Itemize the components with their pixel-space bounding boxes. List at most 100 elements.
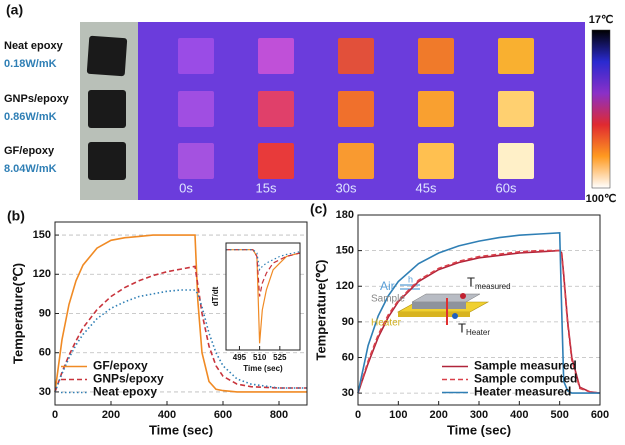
schematic-label: Heater [371,318,402,329]
x-tick-label: 400 [158,409,176,421]
x-tick-label: 0 [52,409,58,421]
series-line [226,249,301,344]
series-line [54,289,307,393]
sample-name: Neat epoxy [4,40,64,52]
colorbar [591,29,611,189]
time-label: 0s [179,180,193,195]
sample-conductivity: 0.86W/mK [4,111,57,123]
thermal-square [498,38,534,74]
x-tick-label: 100 [389,409,407,421]
y-tick-label: 90 [39,307,51,319]
x-tick-label: 0 [355,409,361,421]
thermal-square [258,91,294,127]
x-axis-title: Time (sec) [447,422,511,437]
thermal-square [338,38,374,74]
sample-name: GNPs/epoxy [4,93,70,105]
thermal-square [178,91,214,127]
y-axis-title: dT/dt [211,286,220,306]
x-tick-label: 500 [550,409,568,421]
plot-frame [54,221,308,406]
y-tick-label: 60 [342,351,354,363]
schematic [396,284,490,325]
sensor [460,293,466,299]
schematic-label: measured [475,282,511,291]
plot-frame [225,242,301,351]
time-label: 30s [336,180,357,195]
plot-frame [357,214,601,406]
series-line [226,249,301,297]
inset-background [226,243,300,350]
schematic-label: Air [380,279,395,293]
schematic-label: T [467,274,475,289]
schematic-label: h [408,274,413,284]
time-label: 15s [256,180,277,195]
panel-label: (a) [6,2,23,18]
schematic-label: T [458,320,466,335]
sample-conductivity: 0.18W/mK [4,58,57,70]
y-tick-label: 120 [336,280,354,292]
x-axis-title: Time (sec) [243,364,283,373]
thermal-square [258,38,294,74]
y-tick-label: 150 [336,245,354,257]
x-tick-label: 800 [270,409,288,421]
sample-black [88,142,126,180]
thermal-square [338,91,374,127]
x-tick-label: 200 [429,409,447,421]
sample-conductivity: 8.04W/mK [4,163,57,175]
thermal-square [498,143,534,179]
x-tick-label: 600 [214,409,232,421]
thermal-square [498,91,534,127]
thermal-square [178,143,214,179]
x-tick-label: 525 [273,353,287,362]
sensor [452,313,458,319]
thermal-squares [178,38,534,179]
series-line [54,265,307,393]
series-line [54,234,307,393]
y-axis-title: Temperature(℃) [10,263,25,364]
x-tick-label: 300 [470,409,488,421]
thermal-square [178,38,214,74]
legend-label: Neat epoxy [93,385,157,399]
thermal-square [418,91,454,127]
sample-name: GF/epoxy [4,145,55,157]
y-tick-label: 60 [39,347,51,359]
heater-plate [398,312,470,317]
time-label: 60s [496,180,517,195]
legend-label: Sample computed [474,372,577,386]
series-line [357,249,601,394]
panel-label: (b) [7,208,25,224]
y-tick-label: 30 [39,386,51,398]
colorbar-bottom: 100℃ [586,193,617,205]
legend-label: Sample measured [474,359,577,373]
thermal-square [258,143,294,179]
schematic-label: Sample [371,294,405,305]
y-tick-label: 120 [33,268,51,280]
x-tick-label: 400 [510,409,528,421]
thermal-square [418,143,454,179]
series-line [357,231,600,394]
y-axis-title: Temperature(℃) [313,259,328,360]
x-axis-title: Time (sec) [149,422,213,437]
x-tick-label: 600 [591,409,609,421]
thermal-square [418,38,454,74]
y-tick-label: 30 [342,387,354,399]
time-label: 45s [416,180,437,195]
y-tick-label: 180 [336,209,354,221]
y-tick-label: 90 [342,316,354,328]
series-line [226,249,301,272]
sample-block [412,302,466,309]
panel-label: (c) [310,201,327,217]
legend-label: GNPs/epoxy [93,372,164,386]
x-tick-label: 510 [253,353,267,362]
sample-black [88,90,126,128]
thermal-square [338,143,374,179]
x-tick-label: 495 [233,353,247,362]
colorbar-top: 17℃ [589,14,614,26]
sample-black [86,35,128,77]
legend-label: Heater measured [474,385,571,399]
y-tick-label: 150 [33,229,51,241]
legend-label: GF/epoxy [93,359,148,373]
schematic-label: Heater [466,328,490,337]
x-tick-label: 200 [102,409,120,421]
